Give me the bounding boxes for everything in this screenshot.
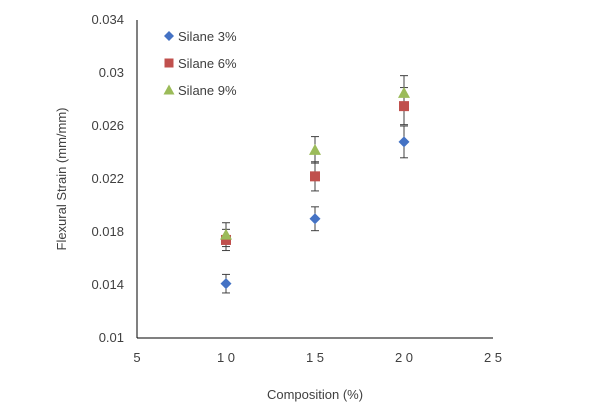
data-point-diamond	[309, 213, 321, 225]
x-tick-label: 1 0	[217, 350, 235, 365]
data-point-diamond	[220, 278, 232, 290]
x-tick-label: 2 5	[484, 350, 502, 365]
data-point-square	[399, 101, 409, 112]
axes	[136, 20, 493, 339]
legend-marker-triangle	[163, 84, 175, 95]
x-tick-label: 1 5	[306, 350, 324, 365]
y-tick-label: 0.018	[91, 224, 124, 239]
data-point-triangle	[220, 228, 232, 240]
y-tick-labels: 0.01 0.014 0.018 0.022 0.026 0.03 0.034	[91, 12, 124, 345]
x-tick-labels: 5 1 0 1 5 2 0 2 5	[133, 350, 502, 365]
legend-marker-square	[164, 58, 174, 68]
x-tick-label: 5	[133, 350, 140, 365]
x-axis-title: Composition (%)	[267, 387, 363, 402]
data-point-square	[221, 234, 231, 245]
y-tick-label: 0.022	[91, 171, 124, 186]
legend: Silane 3% Silane 6% Silane 9%	[163, 29, 237, 98]
legend-label: Silane 9%	[178, 83, 237, 98]
data-point-triangle	[398, 86, 410, 98]
legend-label: Silane 6%	[178, 56, 237, 71]
y-tick-label: 0.01	[99, 330, 124, 345]
x-tick-label: 2 0	[395, 350, 413, 365]
data-point-diamond	[398, 136, 410, 148]
legend-label: Silane 3%	[178, 29, 237, 44]
data-point-square	[310, 171, 320, 182]
y-tick-label: 0.026	[91, 118, 124, 133]
data-point-triangle	[309, 143, 321, 155]
error-bars	[222, 75, 408, 294]
y-tick-label: 0.014	[91, 277, 124, 292]
y-tick-label: 0.034	[91, 12, 124, 27]
data-points	[220, 86, 410, 290]
y-tick-label: 0.03	[99, 65, 124, 80]
legend-marker-diamond	[164, 31, 174, 41]
y-axis-title: Flexural Strain (mm/mm)	[54, 107, 69, 250]
